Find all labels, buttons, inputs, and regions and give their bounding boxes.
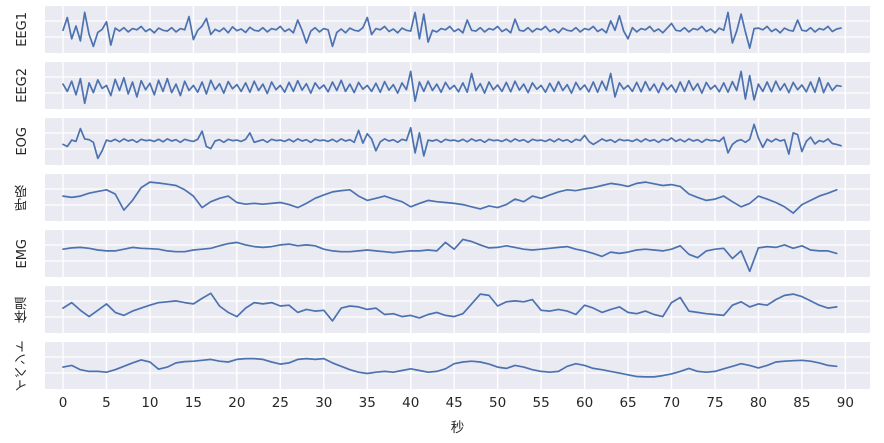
chart-rows: EEG1 EEG2 EOG 呼吸 EMG 体温イベント: [0, 6, 884, 398]
signal-plot-イベント: [45, 342, 870, 389]
signal-row-イベント: イベント: [0, 339, 884, 392]
signal-plot-EEG1: [45, 6, 870, 53]
y-axis-label-cell: EMG: [0, 230, 45, 277]
x-tick-label: 80: [749, 395, 768, 411]
x-axis: 0 5 10 15 20 25 30 35 40 45 50 55 60 65 70 75 80 85 90: [45, 395, 870, 413]
signal-row-呼吸: 呼吸: [0, 174, 884, 221]
y-axis-label: 呼吸: [15, 184, 30, 211]
y-axis-label-cell: 呼吸: [0, 174, 45, 221]
signal-row-EMG: EMG: [0, 230, 884, 277]
signal-trace-EEG2: [62, 70, 842, 105]
y-axis-label: EEG1: [15, 12, 30, 47]
y-axis-label: 体温: [15, 296, 30, 323]
x-tick-label: 60: [575, 395, 594, 411]
y-axis-label: EEG2: [15, 68, 30, 103]
y-axis-label-cell: 体温: [0, 286, 45, 333]
signal-trace-体温: [62, 292, 838, 322]
y-axis-label-cell: イベント: [0, 339, 45, 392]
x-tick-label: 25: [271, 395, 289, 411]
x-tick-label: 65: [619, 395, 637, 411]
x-tick-label: 45: [445, 395, 463, 411]
x-tick-label: 0: [58, 395, 68, 411]
signal-plot-呼吸: [45, 174, 870, 221]
y-axis-label-cell: EEG2: [0, 62, 45, 109]
y-axis-label: EMG: [15, 238, 30, 269]
signal-plot-EEG2: [45, 62, 870, 109]
signal-plot-体温: [45, 286, 870, 333]
x-tick-label: 85: [793, 395, 811, 411]
x-axis-title: 秒: [450, 420, 465, 436]
y-axis-label-cell: EOG: [0, 118, 45, 165]
x-tick-label: 10: [141, 395, 159, 411]
signal-plot-EOG: [45, 118, 870, 165]
x-tick-label: 30: [315, 395, 333, 411]
x-tick-label: 50: [489, 395, 507, 411]
signal-row-EEG1: EEG1: [0, 6, 884, 53]
y-axis-label: イベント: [15, 339, 30, 392]
y-axis-label: EOG: [15, 127, 30, 156]
signal-trace-呼吸: [62, 181, 838, 214]
x-tick-label: 55: [532, 395, 550, 411]
x-tick-label: 70: [662, 395, 681, 411]
x-tick-label: 40: [402, 395, 420, 411]
x-tick-label: 20: [228, 395, 246, 411]
x-tick-label: 5: [102, 395, 111, 411]
signal-plot-EMG: [45, 230, 870, 277]
y-axis-label-cell: EEG1: [0, 6, 45, 53]
x-tick-label: 75: [706, 395, 724, 411]
signal-trace-EOG: [62, 123, 842, 160]
signal-row-体温: 体温: [0, 286, 884, 333]
signal-trace-イベント: [62, 357, 838, 378]
signal-trace-EMG: [62, 238, 838, 273]
signal-row-EOG: EOG: [0, 118, 884, 165]
x-tick-label: 15: [184, 395, 202, 411]
signal-row-EEG2: EEG2: [0, 62, 884, 109]
signal-trace-EEG1: [62, 11, 842, 49]
x-tick-label: 90: [836, 395, 854, 411]
x-tick-label: 35: [358, 395, 376, 411]
